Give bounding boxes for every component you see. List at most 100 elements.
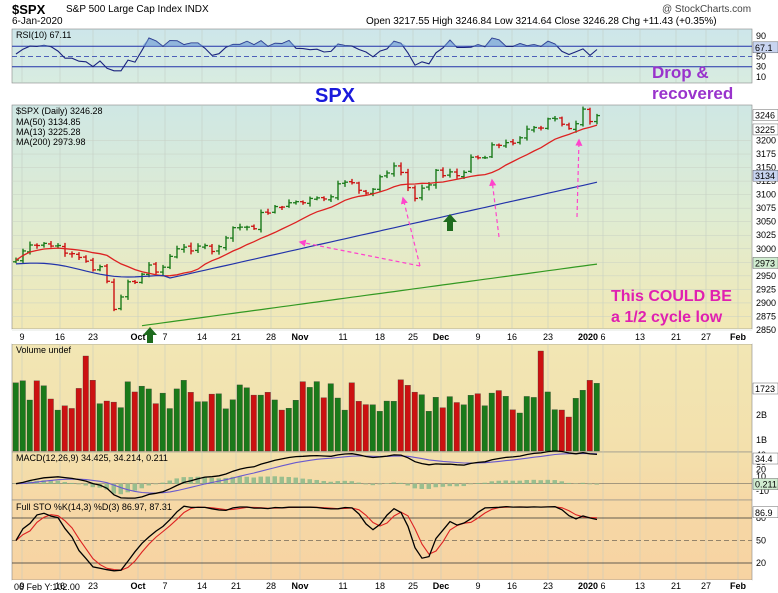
symbol: $SPX xyxy=(12,2,46,17)
macd-histogram-bar xyxy=(76,483,81,485)
macd-histogram-bar xyxy=(272,476,277,484)
rsi-series xyxy=(12,37,752,72)
volume-bar xyxy=(117,407,124,452)
volume-bar xyxy=(12,382,19,452)
price-y-tick: 3200 xyxy=(756,135,776,145)
volume-bar xyxy=(439,407,446,452)
stockcharts-credit: @ StockCharts.com xyxy=(662,4,752,15)
volume-bar xyxy=(264,392,271,452)
ohlc-readout: Open 3217.55 High 3246.84 Low 3214.64 Cl… xyxy=(366,16,717,27)
macd-histogram-bar xyxy=(258,476,263,484)
price-close-tag-box xyxy=(752,109,778,121)
macd-histogram-bar xyxy=(426,483,431,489)
macd-histogram-bar xyxy=(524,479,529,484)
macd-histogram-bar xyxy=(55,480,60,484)
volume-bar xyxy=(47,398,54,452)
x-tick-label: 21 xyxy=(671,332,681,342)
macd-histogram-bar xyxy=(349,481,354,484)
volume-bar xyxy=(19,380,26,452)
x-tick-label: 28 xyxy=(266,332,276,342)
volume-bar xyxy=(201,401,208,452)
macd-histogram-bar xyxy=(328,481,333,484)
ma200-tag-box xyxy=(752,257,778,269)
volume-bar xyxy=(516,412,523,452)
price-y-tick: 2875 xyxy=(756,311,776,321)
macd-histogram-bar xyxy=(384,483,389,484)
macd-histogram-bar xyxy=(468,483,473,485)
price-panel xyxy=(11,104,753,330)
volume-bar xyxy=(558,409,565,452)
macd-histogram-bar xyxy=(517,480,522,484)
macd-label: MACD(12,26,9) 34.425, 34.214, 0.211 xyxy=(16,453,168,463)
macd-y-tick: 20 xyxy=(756,464,766,474)
green-arrow-oct xyxy=(143,327,157,343)
x-tick-label: 6 xyxy=(600,332,605,342)
macd-histogram-bar xyxy=(538,480,543,484)
macd-histogram-bar xyxy=(251,477,256,484)
volume-bar xyxy=(432,397,439,452)
x-tick-label: 7 xyxy=(162,332,167,342)
volume-bar xyxy=(229,399,236,452)
x-tick-label: 16 xyxy=(55,332,65,342)
x-tick-label: Oct xyxy=(130,581,145,591)
volume-bar xyxy=(369,404,376,452)
volume-bar xyxy=(453,402,460,452)
x-tick-label: 23 xyxy=(543,581,553,591)
macd-histogram-bar xyxy=(531,479,536,484)
volume-tag: 1723 xyxy=(755,384,775,394)
volume-bar xyxy=(96,403,103,452)
ma50-tag: 3134 xyxy=(755,171,775,181)
chart-date: 6-Jan-2020 xyxy=(12,16,63,27)
macd-histogram-bar xyxy=(440,483,445,487)
volume-bar xyxy=(152,403,159,452)
macd-histogram-bar xyxy=(293,477,298,484)
volume-y-tick: 2B xyxy=(756,410,767,420)
ma13-label: MA(13) 3225.28 xyxy=(16,127,81,137)
spx-annotation: SPX xyxy=(315,85,356,107)
x-tick-label: 23 xyxy=(88,332,98,342)
price-y-tick: 2850 xyxy=(756,325,776,335)
macd-tag: 34.4 xyxy=(755,454,773,464)
price-y-tick: 2925 xyxy=(756,284,776,294)
sto-tag-box xyxy=(752,506,778,518)
volume-label: Volume undef xyxy=(16,345,72,355)
volume-bar xyxy=(110,401,117,452)
macd-histogram-bar xyxy=(41,480,46,484)
ma13-tag-box xyxy=(752,123,778,136)
x-tick-label: 21 xyxy=(671,581,681,591)
volume-bar xyxy=(425,411,432,452)
macd-histogram-bar xyxy=(90,483,95,488)
x-tick-label: Nov xyxy=(291,581,308,591)
price-y-tick: 3050 xyxy=(756,217,776,227)
macd-histogram-bar xyxy=(482,482,487,484)
x-tick-label: 9 xyxy=(475,581,480,591)
volume-bar xyxy=(341,409,348,452)
macd-histogram-bar xyxy=(398,482,403,484)
volume-bar xyxy=(467,395,474,452)
x-tick-label: Feb xyxy=(730,581,747,591)
ma200-line xyxy=(141,263,598,327)
macd-histogram-bar xyxy=(433,483,438,488)
macd-histogram-bar xyxy=(167,480,172,484)
x-tick-label: Dec xyxy=(433,332,450,342)
volume-bar xyxy=(82,355,89,452)
x-tick-label: 9 xyxy=(475,332,480,342)
pink-arrows xyxy=(298,138,583,267)
volume-bar xyxy=(404,385,411,452)
volume-bar xyxy=(243,387,250,452)
volume-bar xyxy=(285,408,292,452)
sto-series xyxy=(12,505,752,572)
rsi-overbought-fill xyxy=(16,38,597,47)
macd-histogram-bar xyxy=(265,476,270,484)
volume-bar xyxy=(593,383,600,452)
volume-bar xyxy=(502,396,509,452)
rsi-y-tick: 30 xyxy=(756,62,766,72)
chart-header: $SPX S&P 500 Large Cap Index INDX 6-Jan-… xyxy=(0,0,778,28)
macd-histogram-bar xyxy=(335,481,340,484)
price-y-tick: 3000 xyxy=(756,244,776,254)
macd-histogram-bar xyxy=(454,483,459,487)
volume-bar xyxy=(397,379,404,452)
sto-k-line xyxy=(15,505,598,572)
volume-y-tick: 1B xyxy=(756,435,767,445)
